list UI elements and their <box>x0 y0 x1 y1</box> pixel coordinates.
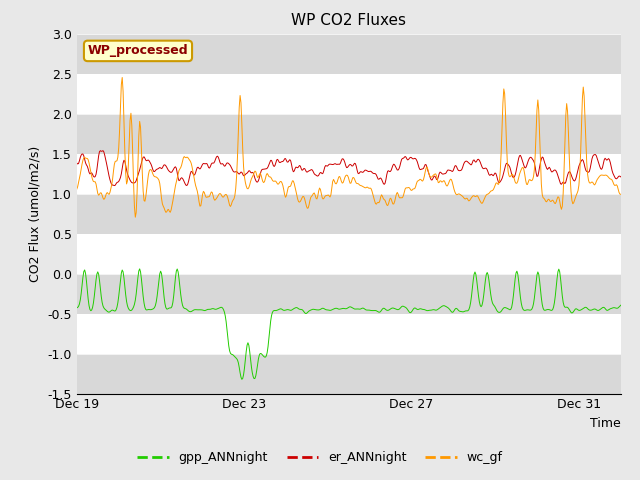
Legend: gpp_ANNnight, er_ANNnight, wc_gf: gpp_ANNnight, er_ANNnight, wc_gf <box>132 446 508 469</box>
Bar <box>77 354 621 394</box>
Bar <box>77 114 621 154</box>
Title: WP CO2 Fluxes: WP CO2 Fluxes <box>291 13 406 28</box>
Bar <box>77 34 621 73</box>
Bar <box>77 274 621 313</box>
Text: WP_processed: WP_processed <box>88 44 188 58</box>
Bar <box>77 193 621 234</box>
X-axis label: Time: Time <box>590 417 621 430</box>
Y-axis label: CO2 Flux (umol/m2/s): CO2 Flux (umol/m2/s) <box>29 145 42 282</box>
